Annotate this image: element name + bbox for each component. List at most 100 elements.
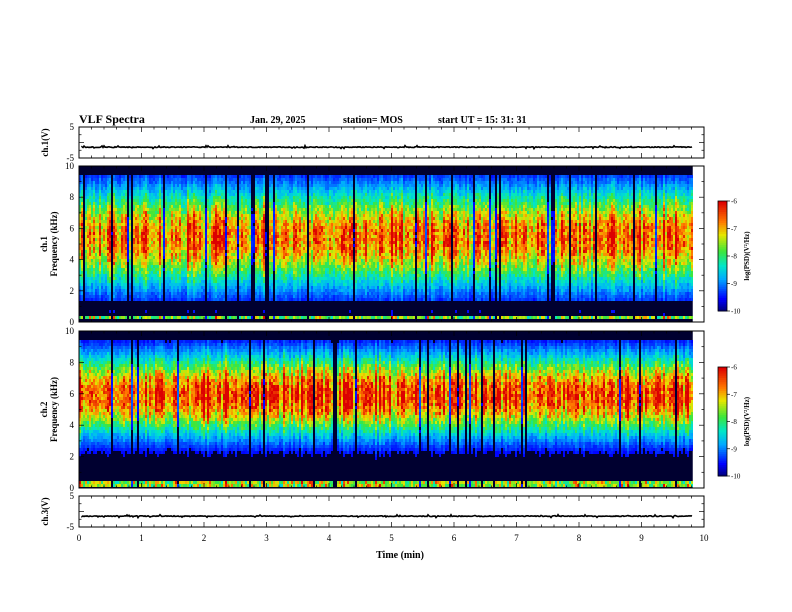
spectrogram-cell <box>211 181 213 184</box>
spectrogram-cell <box>247 253 249 256</box>
spectrogram-cell <box>181 217 183 220</box>
spectrogram-cell <box>285 196 287 199</box>
spectrogram-cell <box>153 223 155 226</box>
spectrogram-cell <box>129 181 131 184</box>
spectrogram-cell <box>143 208 145 211</box>
spectrogram-cell <box>261 214 263 217</box>
spectrogram-cell <box>287 217 289 220</box>
spectrogram-cell <box>189 235 191 238</box>
spectrogram-cell <box>145 292 147 295</box>
spectrogram-cell <box>285 244 287 247</box>
spectrogram-cell <box>97 229 99 232</box>
spectrogram-cell <box>95 229 97 232</box>
spectrogram-cell <box>183 265 185 268</box>
spectrogram-cell <box>179 265 181 268</box>
spectrogram-cell <box>139 220 141 223</box>
spectrogram-cell <box>195 202 197 205</box>
spectrogram-cell <box>259 283 261 286</box>
spectrogram-cell <box>79 244 81 247</box>
spectrogram-cell <box>273 268 275 271</box>
spectrogram-cell <box>321 223 323 226</box>
spectrogram-cell <box>175 286 177 289</box>
spectrogram-cell <box>87 232 89 235</box>
spectrogram-cell <box>215 286 217 289</box>
spectrogram-cell <box>141 280 143 283</box>
spectrogram-cell <box>81 253 83 256</box>
spectrogram-cell <box>89 280 91 283</box>
spectrogram-cell <box>255 277 257 280</box>
spectrogram-cell <box>117 253 119 256</box>
spectrogram-cell <box>285 241 287 244</box>
spectrogram-cell <box>299 205 301 208</box>
spectrogram-cell <box>233 214 235 217</box>
spectrogram-cell <box>241 262 243 265</box>
spectrogram-cell <box>169 184 171 187</box>
spectrogram-cell <box>181 175 183 178</box>
spectrogram-cell <box>269 187 271 190</box>
spectrogram-cell <box>183 289 185 292</box>
spectrogram-cell <box>181 181 183 184</box>
spectrogram-cell <box>89 226 91 229</box>
spectrogram-cell <box>203 283 205 286</box>
spectrogram-cell <box>297 232 299 235</box>
spectrogram-cell <box>209 241 211 244</box>
spectrogram-cell <box>235 181 237 184</box>
spectrogram-cell <box>155 229 157 232</box>
spectrogram-cell <box>109 268 111 271</box>
spectrogram-cell <box>113 232 115 235</box>
spectrogram-cell <box>181 202 183 205</box>
spectrogram-cell <box>101 214 103 217</box>
spectrogram-cell <box>133 223 135 226</box>
spectrogram-cell <box>161 247 163 250</box>
spectrogram-cell <box>289 199 291 202</box>
spectrogram-cell <box>315 295 317 298</box>
spectrogram-cell <box>209 265 211 268</box>
spectrogram-cell <box>239 253 241 256</box>
spectrogram-cell <box>269 220 271 223</box>
spectrogram-cell <box>283 181 285 184</box>
spectrogram-cell <box>159 232 161 235</box>
spectrogram-cell <box>169 175 171 178</box>
spectrogram-cell <box>233 241 235 244</box>
spectrogram-cell <box>285 250 287 253</box>
spectrogram-cell <box>141 181 143 184</box>
spectrogram-cell <box>143 190 145 193</box>
spectrogram-cell <box>115 184 117 187</box>
spectrogram-cell <box>139 289 141 292</box>
spectrogram-cell <box>101 316 103 319</box>
spectrogram-cell <box>183 283 185 286</box>
spectrogram-cell <box>101 199 103 202</box>
spectrogram-cell <box>299 268 301 271</box>
spectrogram-cell <box>305 190 307 193</box>
spectrogram-cell <box>95 217 97 220</box>
spectrogram-cell <box>185 274 187 277</box>
spectrogram-cell <box>121 280 123 283</box>
spectrogram-cell <box>127 238 129 241</box>
spectrogram-cell <box>181 232 183 235</box>
spectrogram-cell <box>95 259 97 262</box>
spectrogram-cell <box>145 316 147 319</box>
spectrogram-cell <box>97 286 99 289</box>
spectrogram-cell <box>171 256 173 259</box>
spectrogram-cell <box>183 298 185 301</box>
spectrogram-cell <box>313 271 315 274</box>
spectrogram-cell <box>79 292 81 295</box>
spectrogram-cell <box>147 253 149 256</box>
spectrogram-cell <box>319 280 321 283</box>
spectrogram-cell <box>161 298 163 301</box>
spectrogram-cell <box>187 205 189 208</box>
spectrogram-cell <box>313 262 315 265</box>
spectrogram-cell <box>313 196 315 199</box>
spectrogram-cell <box>167 220 169 223</box>
spectrogram-cell <box>89 181 91 184</box>
spectrogram-cell <box>159 316 161 319</box>
spectrogram-cell <box>85 187 87 190</box>
spectrogram-cell <box>229 295 231 298</box>
spectrogram-cell <box>169 259 171 262</box>
spectrogram-cell <box>217 286 219 289</box>
spectrogram-cell <box>193 214 195 217</box>
spectrogram-cell <box>317 241 319 244</box>
spectrogram-cell <box>289 214 291 217</box>
spectrogram-cell <box>187 259 189 262</box>
spectrogram-cell <box>235 211 237 214</box>
